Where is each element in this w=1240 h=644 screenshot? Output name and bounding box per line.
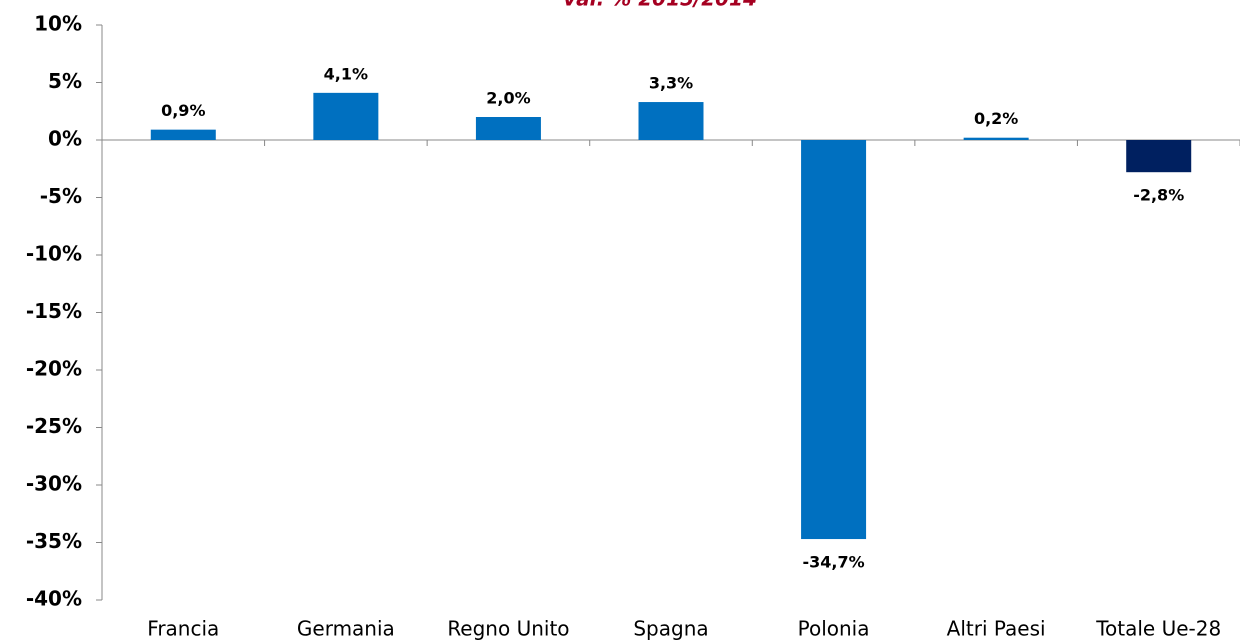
value-label: -2,8%	[1133, 186, 1184, 205]
value-label: 0,9%	[161, 101, 205, 120]
bar	[475, 117, 541, 140]
bar	[963, 137, 1029, 140]
bar	[801, 140, 867, 540]
y-tick-label: -25%	[26, 414, 82, 438]
value-label: -34,7%	[802, 553, 864, 572]
y-tick-label: -40%	[26, 587, 82, 611]
y-tick-label: -30%	[26, 472, 82, 496]
bar	[1126, 140, 1192, 173]
value-label: 3,3%	[649, 74, 693, 93]
x-tick-label: Altri Paesi	[947, 617, 1046, 641]
bar	[150, 129, 216, 140]
x-tick-label: Totale Ue-28	[1095, 617, 1221, 641]
x-tick-label: Spagna	[633, 617, 708, 641]
value-label: 0,2%	[974, 109, 1018, 128]
bar	[638, 102, 704, 140]
y-tick-label: -35%	[26, 529, 82, 553]
x-tick-label: Germania	[297, 617, 395, 641]
x-tick-label: Francia	[147, 617, 219, 641]
y-tick-label: 10%	[34, 12, 82, 36]
y-tick-label: 0%	[48, 127, 82, 151]
y-tick-label: -15%	[26, 299, 82, 323]
y-tick-label: -10%	[26, 242, 82, 266]
bar	[313, 92, 379, 140]
x-tick-label: Polonia	[798, 617, 870, 641]
x-tick-label: Regno Unito	[447, 617, 569, 641]
y-tick-label: 5%	[48, 69, 82, 93]
chart-title: var. % 2015/2014	[563, 0, 757, 11]
value-label: 4,1%	[324, 64, 368, 83]
y-tick-label: -5%	[40, 184, 82, 208]
value-label: 2,0%	[486, 89, 530, 108]
y-tick-label: -20%	[26, 357, 82, 381]
